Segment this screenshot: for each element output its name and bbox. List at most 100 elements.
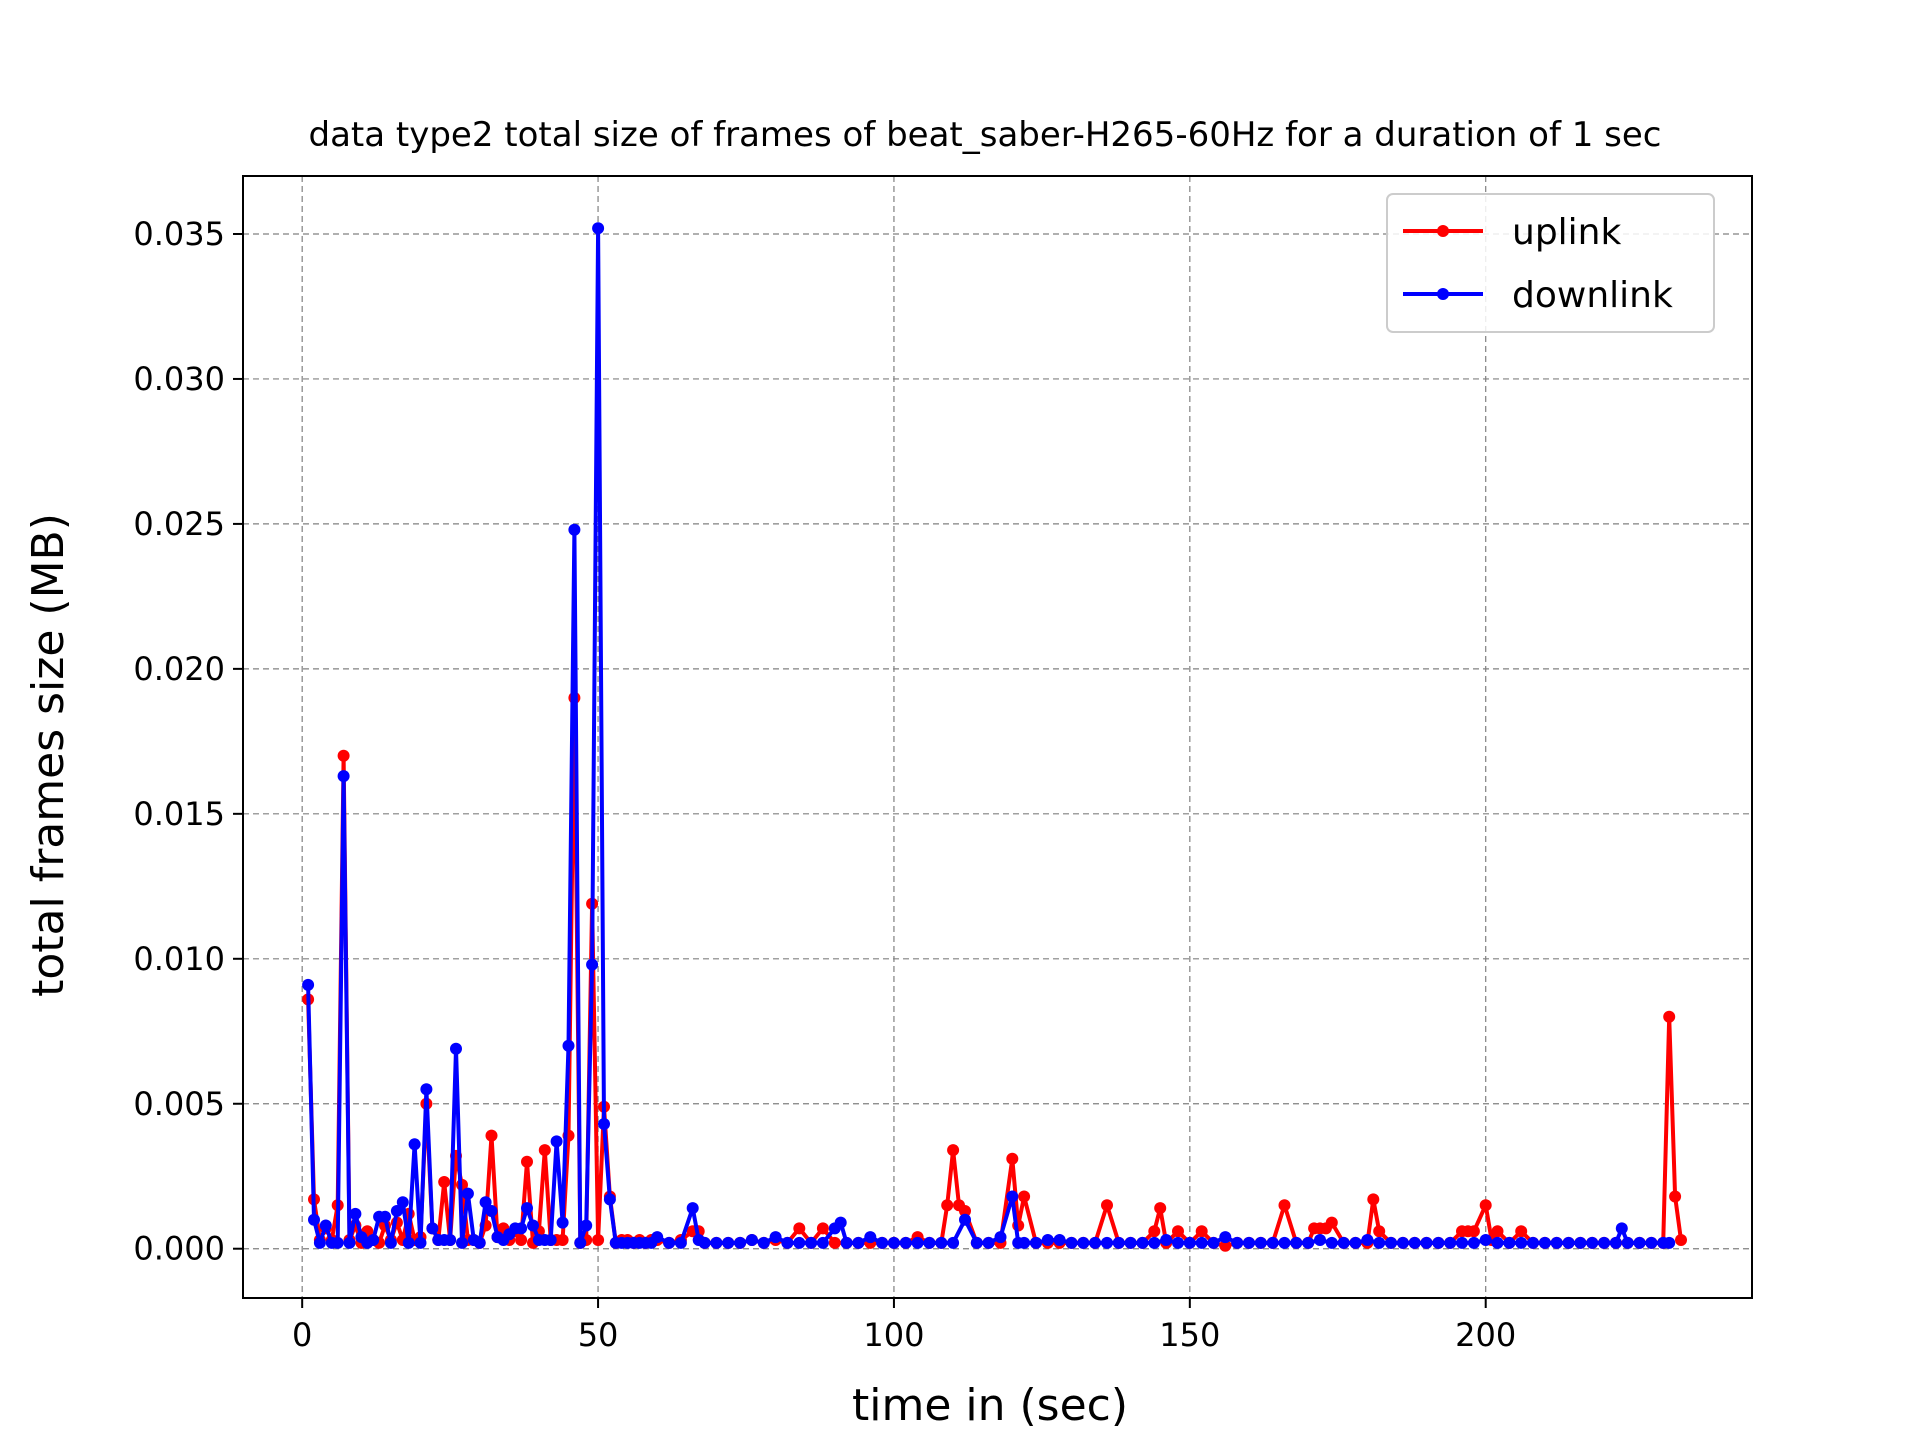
uplink-point [556, 1234, 569, 1246]
uplink-point [816, 1222, 829, 1235]
downlink-point [390, 1205, 403, 1217]
uplink-point [1491, 1225, 1504, 1238]
downlink-point [781, 1236, 794, 1249]
downlink-point [1325, 1236, 1338, 1249]
downlink-point [456, 1236, 468, 1249]
downlink-point [343, 1236, 356, 1249]
downlink-point [568, 523, 581, 536]
downlink-point [485, 1205, 498, 1217]
legend-uplink-label: uplink [1512, 212, 1621, 253]
downlink-point [408, 1138, 421, 1151]
downlink-point [1148, 1236, 1161, 1249]
downlink-point [580, 1219, 593, 1232]
legend-uplink-marker [1437, 225, 1449, 237]
downlink-point [1053, 1234, 1066, 1246]
x-tick-label: 150 [1159, 1316, 1220, 1354]
downlink-point [1615, 1222, 1628, 1235]
y-tick-label: 0.000 [133, 1230, 225, 1268]
uplink-point [1006, 1152, 1019, 1165]
downlink-point [1385, 1236, 1397, 1249]
downlink-point [550, 1135, 563, 1148]
downlink-point [302, 978, 315, 991]
downlink-point [745, 1234, 758, 1246]
legend-downlink-label: downlink [1512, 275, 1673, 316]
downlink-point [574, 1236, 587, 1249]
downlink-point [586, 958, 599, 971]
uplink-point [793, 1222, 806, 1235]
downlink-point [1172, 1236, 1184, 1249]
uplink-point [1467, 1225, 1480, 1238]
uplink-point [1663, 1010, 1676, 1023]
uplink-point [438, 1176, 451, 1188]
uplink-point [1148, 1225, 1161, 1238]
downlink-point [1444, 1236, 1457, 1249]
downlink-point [994, 1231, 1007, 1244]
downlink-point [982, 1236, 995, 1249]
x-axis-ticks: 0 50 100 150 200 [292, 1298, 1516, 1354]
downlink-point [598, 1118, 610, 1130]
downlink-point [603, 1193, 616, 1206]
downlink-point [562, 1039, 575, 1052]
uplink-point [1367, 1193, 1380, 1206]
downlink-point [1290, 1236, 1303, 1249]
y-tick-label: 0.015 [133, 795, 225, 833]
uplink-point [515, 1234, 528, 1246]
y-axis-ticks: 0.000 0.005 0.010 0.015 0.020 0.025 0.030 0.035 [133, 215, 243, 1268]
legend: uplink downlink [1386, 193, 1715, 333]
uplink-point [1195, 1225, 1208, 1238]
downlink-point [1598, 1236, 1611, 1249]
downlink-point [1645, 1236, 1658, 1249]
downlink-point [1160, 1234, 1173, 1246]
downlink-point [331, 1236, 344, 1249]
downlink-point [1456, 1236, 1468, 1249]
downlink-point [923, 1236, 936, 1249]
downlink-point [444, 1234, 457, 1246]
downlink-point [1349, 1236, 1362, 1249]
uplink-point [485, 1129, 498, 1142]
grid [243, 176, 1752, 1298]
downlink-point [651, 1231, 664, 1244]
downlink-point [1006, 1190, 1019, 1203]
downlink-point [1621, 1236, 1634, 1249]
downlink-point [899, 1236, 912, 1249]
downlink-point [1030, 1236, 1042, 1249]
x-tick-label: 50 [578, 1316, 619, 1354]
downlink-point [876, 1236, 889, 1249]
y-tick-label: 0.035 [133, 215, 225, 253]
y-tick-label: 0.020 [133, 650, 225, 688]
downlink-point [1503, 1236, 1516, 1249]
downlink-point [805, 1236, 818, 1249]
downlink-point [1101, 1236, 1113, 1249]
downlink-point [473, 1236, 486, 1249]
downlink-point [834, 1216, 847, 1229]
downlink-point [1243, 1236, 1255, 1249]
downlink-point [420, 1083, 433, 1096]
downlink-point [1112, 1236, 1125, 1249]
downlink-point [1574, 1236, 1587, 1249]
legend-downlink-marker [1437, 288, 1449, 300]
downlink-point [1314, 1234, 1326, 1246]
downlink-point [1408, 1236, 1421, 1249]
uplink-point [1101, 1199, 1113, 1212]
downlink-point [1183, 1236, 1196, 1249]
downlink-point [686, 1202, 699, 1215]
series-downlink [302, 222, 1676, 1249]
downlink-point [544, 1234, 557, 1246]
uplink-point [959, 1205, 971, 1217]
x-tick-label: 200 [1455, 1316, 1516, 1354]
downlink-point [414, 1236, 427, 1249]
downlink-point [1195, 1236, 1208, 1249]
downlink-point [1302, 1236, 1315, 1249]
downlink-point [1633, 1236, 1646, 1249]
downlink-point [663, 1236, 676, 1249]
downlink-point [349, 1207, 362, 1220]
downlink-point [1231, 1236, 1244, 1249]
downlink-point [911, 1236, 924, 1249]
series-layer [302, 222, 1687, 1252]
downlink-point [722, 1236, 735, 1249]
legend-box [1386, 193, 1715, 333]
downlink-point [1515, 1236, 1528, 1249]
uplink-point [1675, 1234, 1687, 1246]
downlink-point [1538, 1236, 1551, 1249]
uplink-point [521, 1155, 533, 1168]
